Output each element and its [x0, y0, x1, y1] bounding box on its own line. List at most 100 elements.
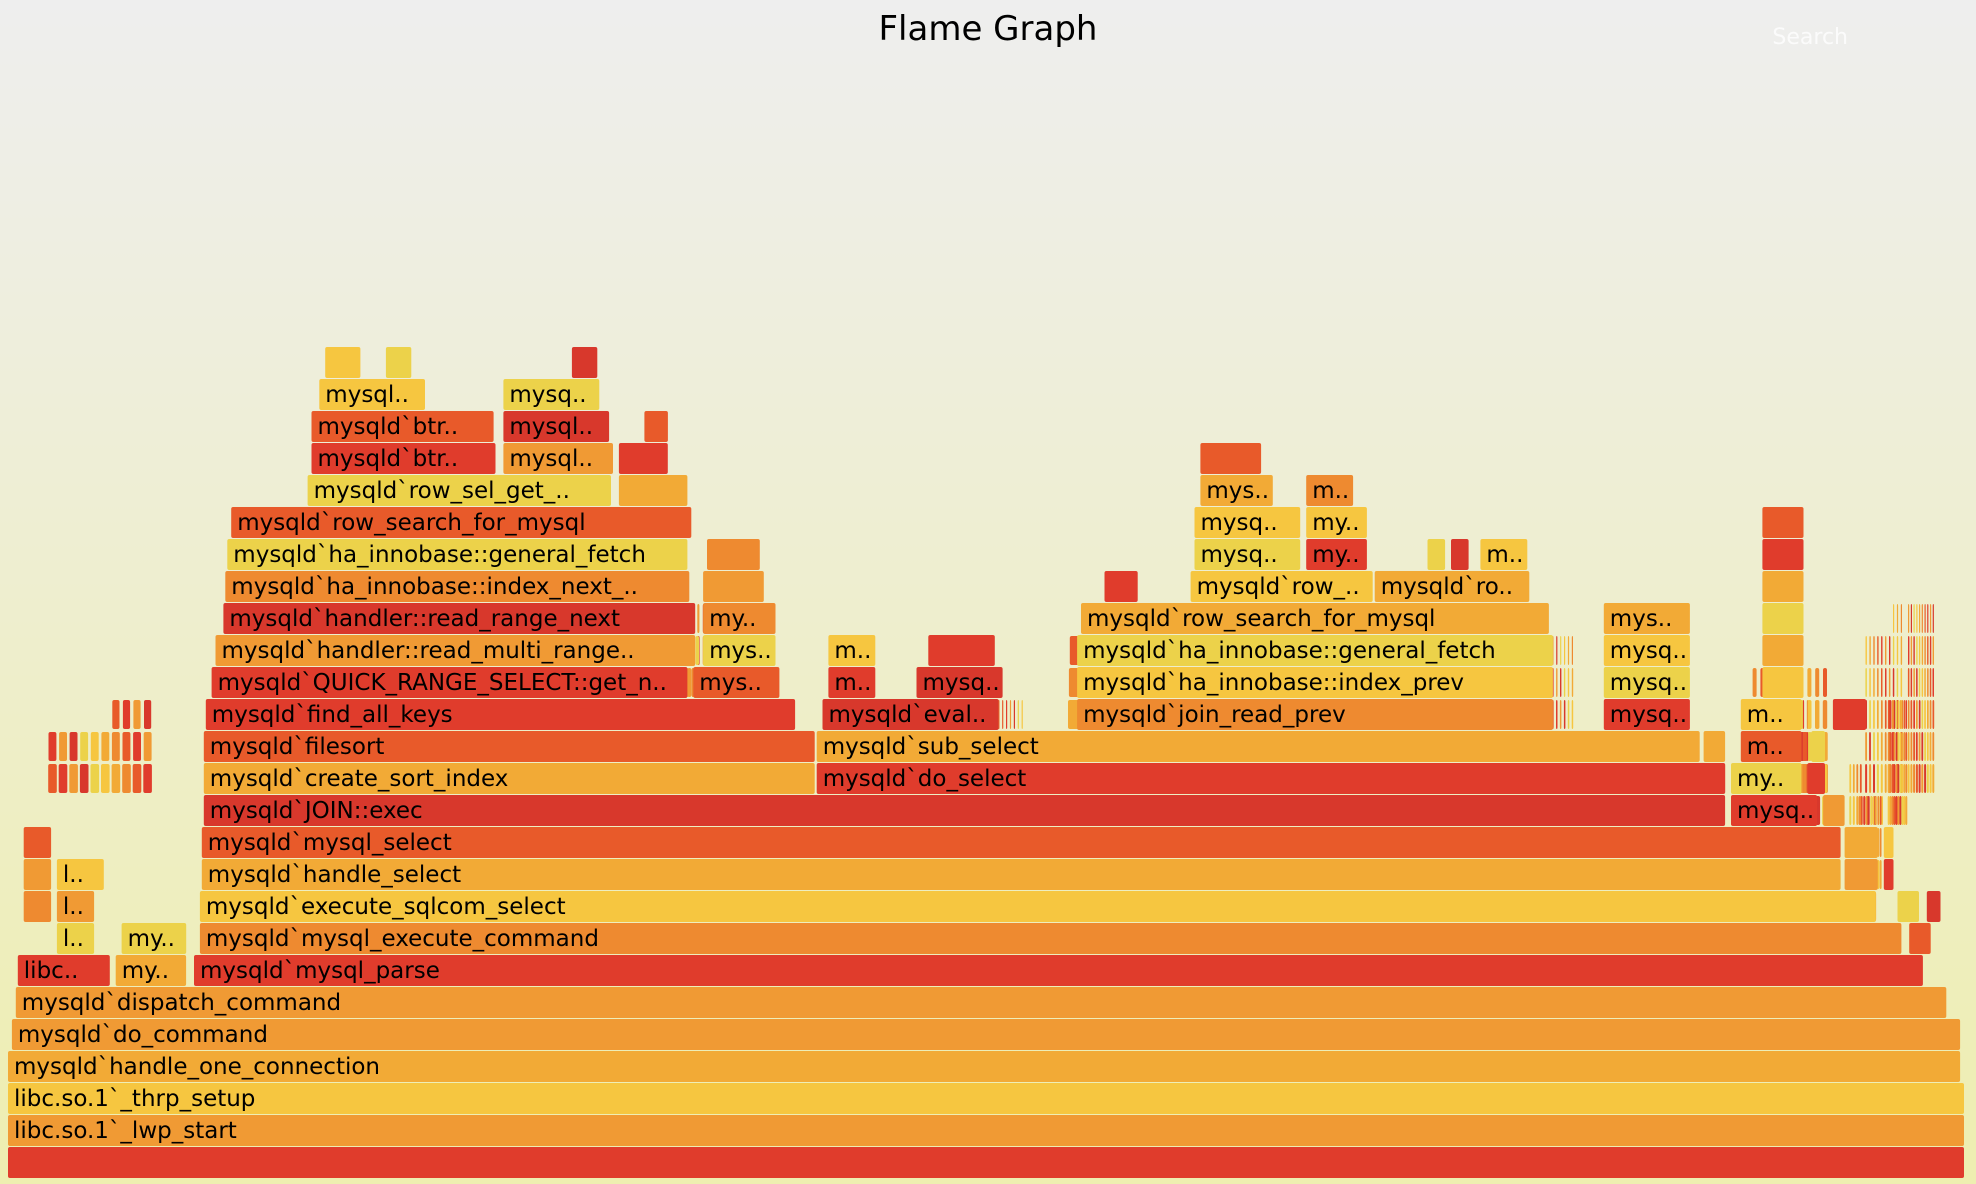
flame-frame[interactable]: my.. [1306, 539, 1367, 570]
flame-frame[interactable]: mysqld`ha_innobase::general_fetch [1077, 635, 1553, 666]
flame-frame[interactable] [1909, 923, 1931, 954]
flame-frame[interactable]: mysqld`handle_one_connection [8, 1051, 1961, 1082]
flame-frame[interactable]: mysqld`mysql_execute_command [199, 923, 1902, 954]
flame-frame[interactable] [1823, 795, 1845, 826]
flame-frame[interactable]: mysqld`find_all_keys [205, 699, 796, 730]
flame-frame[interactable]: l.. [56, 923, 95, 954]
flame-frame[interactable]: mysqld`ro.. [1374, 571, 1530, 602]
flame-frame[interactable]: mysq.. [1603, 635, 1690, 666]
flame-frame[interactable]: mysq.. [916, 667, 1003, 698]
flame-frame[interactable]: mysqld`btr.. [311, 443, 496, 474]
flame-frame[interactable] [1762, 507, 1804, 538]
flame-frame[interactable] [1104, 571, 1138, 602]
flame-frame[interactable] [1762, 667, 1804, 698]
flame-frame[interactable] [1844, 859, 1878, 890]
flame-frame[interactable] [1200, 443, 1262, 474]
flame-frame[interactable]: mysqld`row_.. [1190, 571, 1373, 602]
flame-frame[interactable] [23, 859, 52, 890]
flame-frame[interactable] [1451, 539, 1469, 570]
flame-frame[interactable] [618, 443, 668, 474]
flame-frame[interactable]: mysqld`do_select [816, 763, 1726, 794]
flame-frame[interactable]: mysqld`do_command [11, 1019, 1961, 1050]
flame-frame[interactable]: my.. [121, 923, 187, 954]
flame-frame-bar [319, 379, 425, 410]
flame-frame[interactable]: mysqld`sub_select [816, 731, 1700, 762]
flame-frame[interactable] [1703, 731, 1726, 762]
flame-frame[interactable]: mysqld`execute_sqlcom_select [199, 891, 1876, 922]
flame-frame[interactable]: mys.. [693, 667, 780, 698]
flame-frame[interactable] [1762, 539, 1804, 570]
flame-frame[interactable]: mysql.. [503, 411, 610, 442]
flame-frame[interactable]: mysq.. [1603, 699, 1690, 730]
flame-frame[interactable] [23, 891, 52, 922]
flame-frame[interactable] [1807, 763, 1825, 794]
flame-frame[interactable]: mysqld`eval.. [822, 699, 999, 730]
flame-frame[interactable]: mysqld`filesort [203, 731, 815, 762]
flame-frame[interactable] [644, 411, 668, 442]
flame-frame[interactable]: mysq.. [1194, 507, 1301, 538]
flame-frame[interactable]: mysqld`btr.. [311, 411, 494, 442]
flame-frame[interactable]: mysqld`row_search_for_mysql [231, 507, 692, 538]
flame-frame[interactable] [1897, 891, 1920, 922]
flame-frame[interactable] [1427, 539, 1446, 570]
flame-frame[interactable] [1883, 859, 1894, 890]
flame-frame[interactable]: mysqld`handler::read_multi_range.. [215, 635, 696, 666]
flame-frame[interactable]: libc.so.1`_lwp_start [8, 1115, 1964, 1146]
flame-frame[interactable]: mysql.. [503, 443, 613, 474]
flame-frame[interactable] [1883, 827, 1894, 858]
flame-frame[interactable]: m.. [828, 635, 876, 666]
flame-frame[interactable]: mysqld`handle_select [201, 859, 1841, 890]
flame-frame[interactable]: mys.. [703, 635, 776, 666]
flame-frame[interactable]: mysqld`create_sort_index [203, 763, 815, 794]
flame-frame[interactable]: mysq.. [1731, 795, 1818, 826]
flame-frame[interactable]: mysq.. [1603, 667, 1690, 698]
flame-frame[interactable]: l.. [56, 891, 95, 922]
flame-frame[interactable] [1762, 635, 1804, 666]
flame-frame[interactable]: mysqld`QUICK_RANGE_SELECT::get_n.. [211, 667, 688, 698]
flame-frame[interactable]: m.. [1306, 475, 1354, 506]
flame-frame[interactable]: my.. [703, 603, 776, 634]
flame-frame[interactable]: mysqld`join_read_prev [1077, 699, 1553, 730]
flame-frame[interactable]: mysqld`dispatch_command [15, 987, 1947, 1018]
flame-frame[interactable] [1832, 699, 1867, 730]
flame-frame[interactable]: m.. [1740, 699, 1802, 730]
flame-frame[interactable]: mysq.. [503, 379, 600, 410]
flame-frame[interactable] [1926, 891, 1941, 922]
flame-frame[interactable]: mysqld`row_search_for_mysql [1081, 603, 1549, 634]
flame-frame[interactable] [1762, 571, 1804, 602]
flame-frame[interactable]: mysqld`ha_innobase::general_fetch [227, 539, 688, 570]
flame-frame[interactable] [707, 539, 760, 570]
flame-frame[interactable]: mysqld`mysql_parse [194, 955, 1923, 986]
flame-frame[interactable]: mysqld`ha_innobase::index_next_.. [225, 571, 690, 602]
flame-frame[interactable]: mysqld`handler::read_range_next [223, 603, 696, 634]
flame-frame[interactable] [1844, 827, 1878, 858]
flame-frame[interactable]: my.. [1306, 507, 1367, 538]
flame-frame[interactable]: mys.. [1603, 603, 1690, 634]
flame-frame[interactable] [571, 347, 598, 378]
flame-frame[interactable]: libc.so.1`_thrp_setup [8, 1083, 1964, 1114]
flame-frame[interactable] [8, 1147, 1964, 1178]
flame-frame[interactable]: mysqld`row_sel_get_.. [307, 475, 611, 506]
search-button[interactable]: Search [1772, 25, 1848, 50]
flame-frame[interactable] [703, 571, 764, 602]
flame-frame[interactable] [1811, 731, 1825, 762]
flame-frame[interactable] [385, 347, 412, 378]
flame-frame[interactable] [325, 347, 361, 378]
flame-frame[interactable] [618, 475, 688, 506]
flame-frame[interactable] [928, 635, 995, 666]
flame-frame[interactable]: mysq.. [1194, 539, 1301, 570]
flame-frame[interactable]: m.. [828, 667, 876, 698]
flame-frame[interactable]: mysqld`JOIN::exec [203, 795, 1726, 826]
flame-frame[interactable]: m.. [1740, 731, 1802, 762]
flame-frame[interactable]: mys.. [1200, 475, 1273, 506]
flame-frame[interactable]: libc.. [17, 955, 110, 986]
flame-frame[interactable]: mysqld`mysql_select [201, 827, 1841, 858]
flame-frame[interactable] [23, 827, 52, 858]
flame-frame[interactable]: m.. [1480, 539, 1528, 570]
flame-frame[interactable]: my.. [1731, 763, 1802, 794]
flame-frame[interactable]: mysql.. [319, 379, 425, 410]
flame-frame[interactable]: mysqld`ha_innobase::index_prev [1077, 667, 1553, 698]
flame-frame[interactable] [1762, 603, 1804, 634]
flame-frame[interactable]: l.. [56, 859, 104, 890]
flame-frame[interactable]: my.. [115, 955, 187, 986]
